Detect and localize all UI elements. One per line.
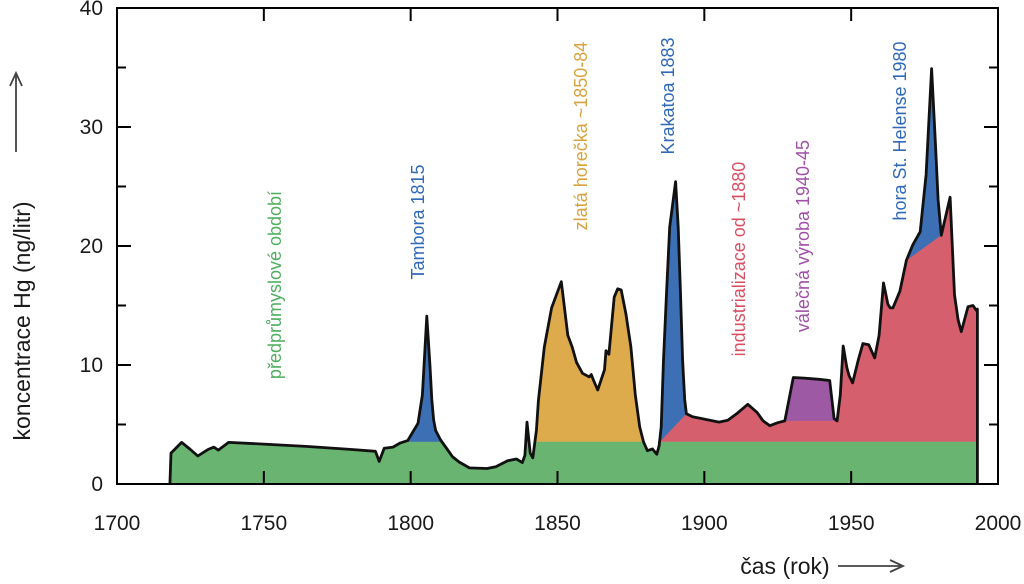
- y-tick-label-30: 30: [80, 116, 103, 139]
- y-axis-title: koncentrace Hg (ng/litr): [9, 201, 35, 440]
- annotation-label-1: Tambora 1815: [408, 164, 428, 279]
- y-tick-label-0: 0: [91, 473, 103, 496]
- industrialization-fill: [659, 68, 978, 484]
- axis-tick-labels: 1700 1750 1800 1850 1900 1950 2000 0 10 20 30 40: [80, 0, 1022, 535]
- x-tick-label-1800: 1800: [387, 512, 434, 535]
- x-tick-label-2000: 2000: [975, 512, 1022, 535]
- y-axis-arrow-icon: [9, 70, 23, 152]
- gold-rush-fill: [532, 281, 644, 484]
- preindustrial-fill: [169, 441, 978, 484]
- war-production-fill: [784, 377, 835, 421]
- krakatoa-eruption-fill: [659, 181, 687, 484]
- annotation-label-3: Krakatoa 1883: [658, 37, 678, 154]
- annotation-label-5: válečná výroba 1940-45: [793, 140, 813, 332]
- annotation-label-0: předprůmyslové období: [265, 191, 285, 379]
- x-axis-arrow-icon: [838, 559, 906, 573]
- x-axis-title: čas (rok): [740, 553, 829, 579]
- st-helens-eruption-fill: [906, 68, 942, 261]
- y-tick-label-20: 20: [80, 235, 103, 258]
- y-tick-label-10: 10: [80, 354, 103, 377]
- chart-fill-regions: [169, 68, 978, 484]
- annotation-label-4: industrializace od ~1880: [729, 162, 749, 357]
- annotation-label-6: hora St. Helense 1980: [890, 41, 910, 220]
- annotation-label-2: zlatá horečka ~1850-84: [571, 42, 591, 231]
- x-tick-label-1850: 1850: [534, 512, 581, 535]
- x-tick-label-1950: 1950: [828, 512, 875, 535]
- x-tick-label-1750: 1750: [240, 512, 287, 535]
- y-tick-label-40: 40: [80, 0, 103, 20]
- x-tick-label-1900: 1900: [681, 512, 728, 535]
- axis-ticks: [117, 7, 998, 485]
- concentration-curve-line: [168, 67, 979, 485]
- event-annotations: předprůmyslové období Tambora 1815 zlatá h…: [265, 37, 910, 379]
- x-tick-label-1700: 1700: [94, 512, 141, 535]
